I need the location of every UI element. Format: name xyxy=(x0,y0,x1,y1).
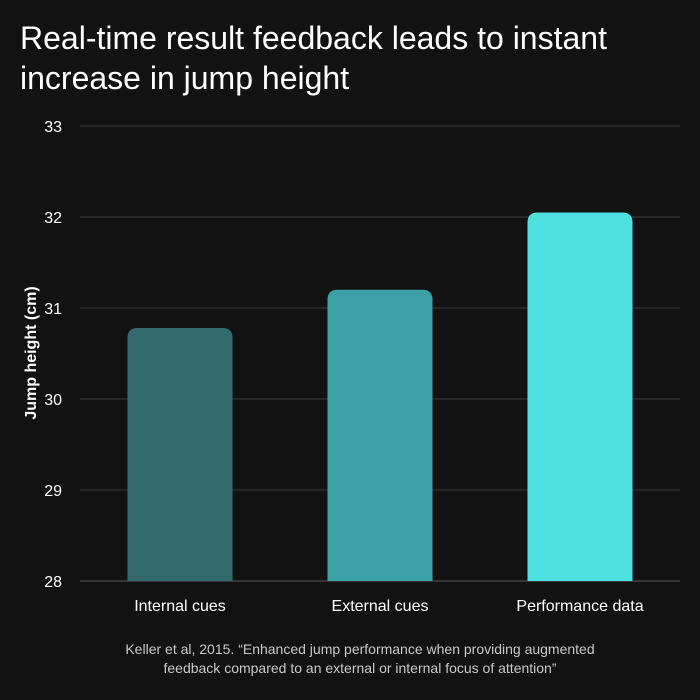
y-tick-label: 31 xyxy=(44,301,62,318)
y-axis-label: Jump height (cm) xyxy=(23,286,40,419)
x-tick-label: Internal cues xyxy=(134,598,226,615)
bar-external-cues xyxy=(327,289,433,581)
source-caption-line-2: feedback compared to an external or inte… xyxy=(163,660,557,676)
source-caption: Keller et al, 2015. “Enhanced jump perfo… xyxy=(60,640,660,678)
y-tick-label: 32 xyxy=(44,210,62,227)
x-tick-labels: Internal cues External cues Performance da… xyxy=(134,598,643,615)
y-tick-labels: 28 29 30 31 32 33 xyxy=(44,119,62,591)
y-tick-label: 29 xyxy=(44,483,62,500)
x-tick-label: Performance data xyxy=(516,598,643,615)
y-tick-label: 33 xyxy=(44,119,62,136)
x-tick-label: External cues xyxy=(332,598,429,615)
bar-internal-cues xyxy=(127,328,233,581)
y-tick-label: 28 xyxy=(44,574,62,591)
y-tick-label: 30 xyxy=(44,392,62,409)
bars xyxy=(127,212,633,581)
bar-performance-data xyxy=(527,212,633,581)
source-caption-line-1: Keller et al, 2015. “Enhanced jump perfo… xyxy=(125,641,595,657)
chart-title: Real-time result feedback leads to insta… xyxy=(20,20,607,96)
